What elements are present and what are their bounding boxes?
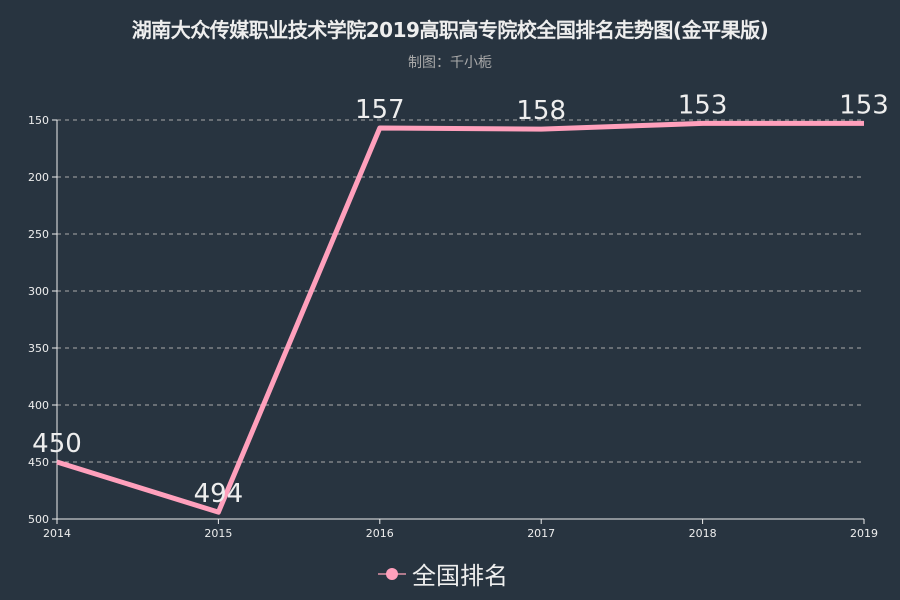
data-label: 157 xyxy=(355,95,405,125)
y-tick-label: 350 xyxy=(28,342,49,355)
x-tick-label: 2017 xyxy=(527,527,555,540)
data-label: 494 xyxy=(194,479,244,509)
y-tick-label: 250 xyxy=(28,228,49,241)
legend-item-national-rank[interactable]: 全国排名 xyxy=(378,556,508,591)
chart-title: 湖南大众传媒职业技术学院2019高职高专院校全国排名走势图(金平果版) xyxy=(131,18,769,42)
data-label: 153 xyxy=(839,90,889,120)
x-axis-labels: 2014 2015 2016 2017 2018 2019 xyxy=(43,527,878,540)
x-tick-label: 2019 xyxy=(850,527,878,540)
y-tick-label: 450 xyxy=(28,456,49,469)
grid-lines xyxy=(57,119,864,463)
x-tick-label: 2015 xyxy=(204,527,232,540)
y-tick-label: 150 xyxy=(28,114,49,127)
legend-label: 全国排名 xyxy=(412,562,508,590)
y-tick-label: 200 xyxy=(28,171,49,184)
data-label: 450 xyxy=(32,429,82,459)
y-tick-label: 300 xyxy=(28,285,49,298)
x-tick-label: 2018 xyxy=(689,527,717,540)
legend-line-dot-icon xyxy=(378,567,406,580)
data-labels: 450 494 157 158 153 153 xyxy=(32,90,889,509)
chart-subtitle: 制图：千小栀 xyxy=(408,55,492,71)
y-tick-label: 500 xyxy=(28,513,49,526)
data-label: 158 xyxy=(516,96,566,126)
data-label: 153 xyxy=(678,90,728,120)
x-tick-label: 2016 xyxy=(366,527,394,540)
y-axis-labels: 150 200 250 300 350 400 450 500 xyxy=(28,114,49,526)
axes xyxy=(52,119,865,524)
y-tick-label: 400 xyxy=(28,399,49,412)
series-line-national-rank[interactable] xyxy=(56,120,864,515)
x-tick-label: 2014 xyxy=(43,527,71,540)
